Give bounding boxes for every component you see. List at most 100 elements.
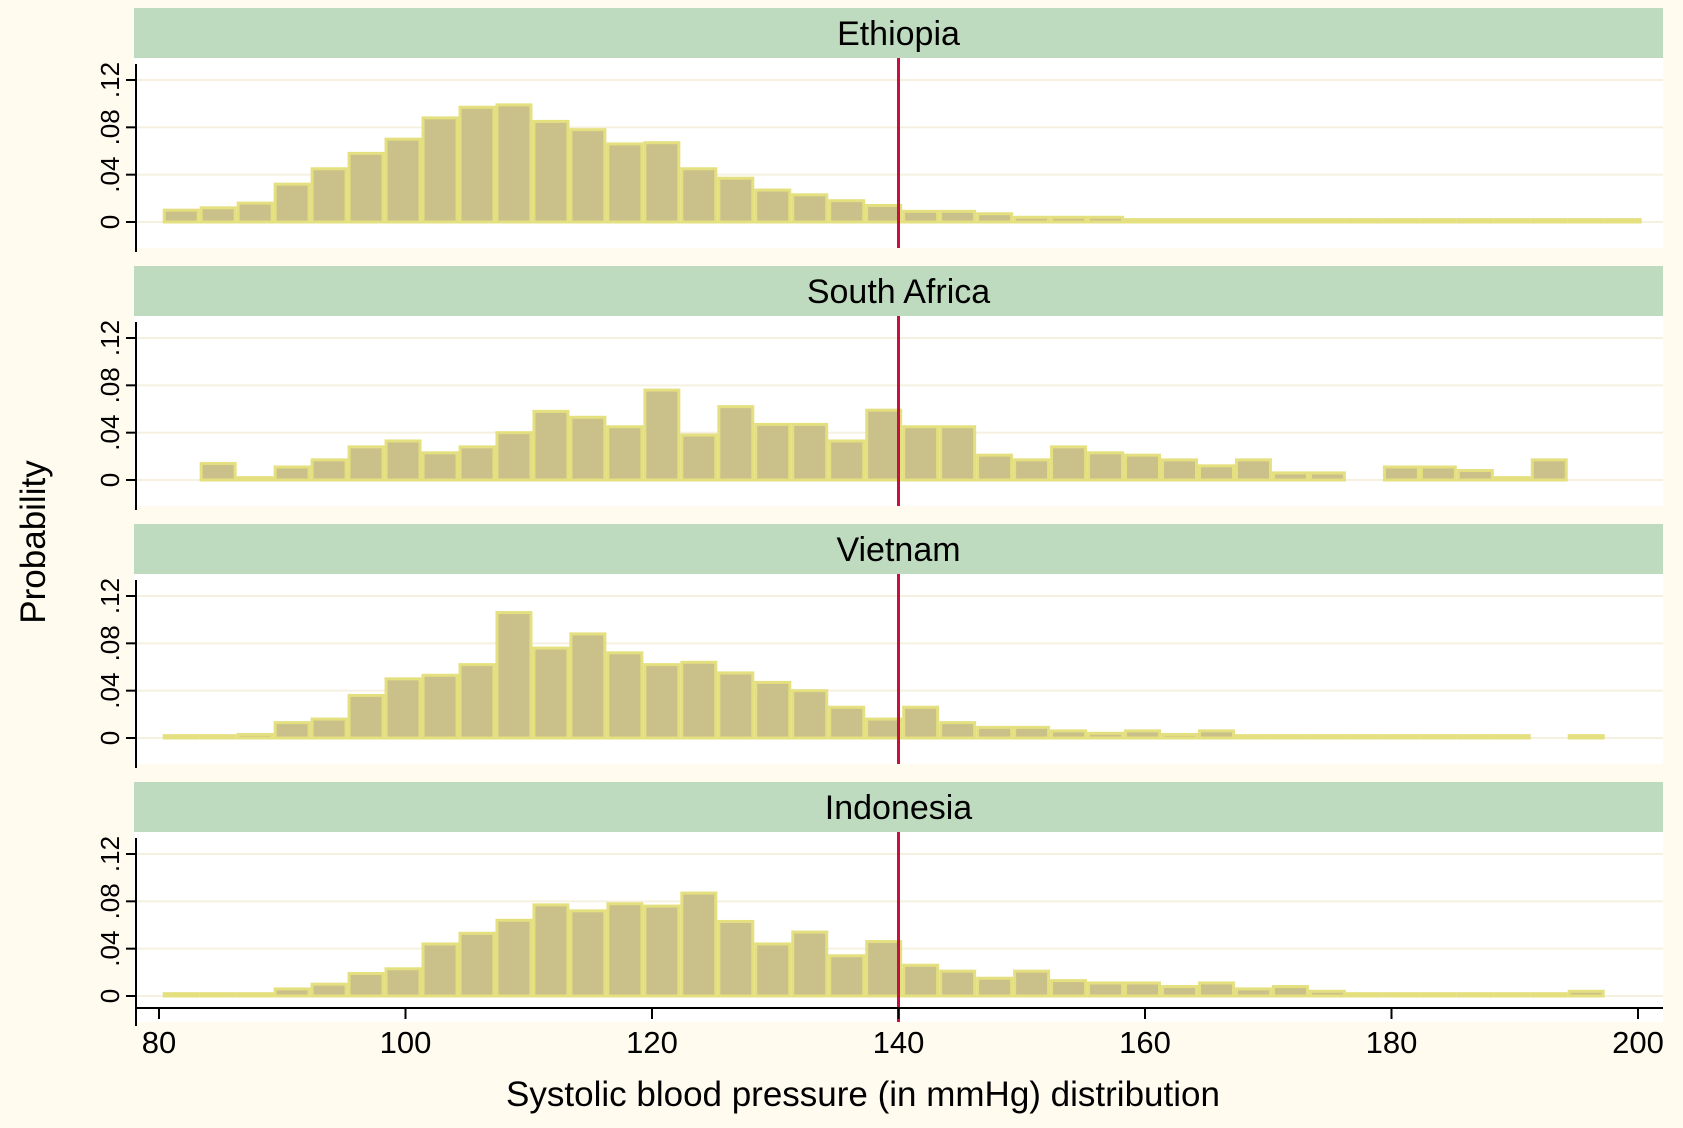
- y-tick-label: .12: [95, 578, 125, 614]
- histogram-bar: [1382, 992, 1420, 998]
- x-axis-title: Systolic blood pressure (in mmHg) distri…: [506, 1075, 1220, 1114]
- histogram-bar: [643, 663, 681, 740]
- panel-title: South Africa: [807, 273, 990, 311]
- x-tick-label: 160: [1119, 1025, 1171, 1060]
- histogram-bar: [1013, 458, 1051, 482]
- histogram-bar: [421, 116, 459, 224]
- panel-strip: [134, 8, 1663, 58]
- histogram-bar: [347, 693, 385, 740]
- histogram-bar: [1604, 218, 1642, 224]
- histogram-bar: [643, 141, 681, 224]
- histogram-bar: [532, 409, 570, 482]
- histogram-bar: [1493, 992, 1531, 998]
- histogram-bar: [1382, 734, 1420, 740]
- histogram-bar: [754, 680, 792, 740]
- histogram-bar: [273, 182, 311, 224]
- histogram-bar: [384, 439, 422, 482]
- histogram-bar: [1493, 476, 1531, 482]
- histogram-bar: [1567, 734, 1605, 740]
- histogram-bar: [1161, 218, 1198, 224]
- histogram-bar: [1124, 729, 1162, 740]
- histogram-bar: [495, 918, 533, 998]
- panel-south-africa: South Africa 0 .04 .08 .12: [95, 266, 1663, 510]
- histogram-bar: [791, 422, 829, 482]
- histogram-bar: [1050, 729, 1088, 740]
- x-tick-label: 180: [1366, 1025, 1418, 1060]
- histogram-bar: [1345, 734, 1383, 740]
- histogram-bar: [421, 451, 459, 482]
- histogram-bar: [421, 942, 459, 998]
- x-tick-label: 200: [1612, 1025, 1664, 1060]
- histogram-bar: [717, 405, 755, 482]
- histogram-bar: [569, 909, 607, 998]
- histogram-bar: [1530, 992, 1568, 998]
- histogram-bar: [532, 903, 570, 998]
- panel-title: Ethiopia: [837, 15, 960, 53]
- histogram-bar: [1530, 458, 1568, 482]
- histogram-bar: [754, 188, 792, 224]
- histogram-bar: [273, 465, 311, 482]
- x-tick-label: 80: [142, 1025, 176, 1060]
- histogram-bar: [643, 388, 681, 482]
- histogram-bar: [828, 199, 866, 224]
- y-tick-label: .12: [95, 320, 125, 356]
- histogram-bar: [1013, 725, 1051, 740]
- histogram-bar: [1271, 985, 1309, 998]
- panel-strip: [134, 266, 1663, 316]
- histogram-bar: [680, 891, 718, 998]
- histogram-bar: [606, 425, 644, 482]
- histogram-bar: [236, 732, 274, 740]
- histogram-bar: [1382, 465, 1420, 482]
- histogram-bar: [1234, 218, 1272, 224]
- histogram-bar: [236, 201, 274, 224]
- histogram-bar: [1382, 218, 1420, 224]
- histogram-bar: [273, 987, 311, 998]
- histogram-bar: [939, 209, 977, 224]
- histogram-bar: [828, 954, 866, 998]
- histogram-bar: [199, 734, 237, 740]
- histogram-bar: [791, 193, 829, 224]
- histogram-bar: [347, 972, 385, 998]
- histogram-bar: [902, 209, 940, 224]
- histogram-bar: [976, 212, 1014, 224]
- histogram-bar: [1050, 979, 1088, 998]
- histogram-bar: [347, 445, 385, 482]
- histogram-bar: [495, 103, 533, 224]
- histogram-bar: [1567, 989, 1605, 998]
- histogram-bar: [939, 969, 977, 998]
- histogram-bar: [1271, 734, 1309, 740]
- y-tick-label: .08: [95, 625, 125, 661]
- histogram-bar: [680, 433, 718, 482]
- histogram-bar: [1456, 992, 1494, 998]
- histogram-bar: [569, 632, 607, 740]
- histogram-bar: [310, 167, 348, 224]
- y-tick-label: .04: [95, 157, 125, 193]
- histogram-bar: [1197, 218, 1235, 224]
- histogram-bar: [162, 734, 200, 740]
- histogram-bar: [1345, 218, 1383, 224]
- y-tick-label: .08: [95, 109, 125, 145]
- histogram-bar: [1419, 992, 1457, 998]
- y-tick-label: .04: [95, 673, 125, 709]
- panel-strip: [134, 782, 1663, 832]
- histogram-bar: [1419, 734, 1457, 740]
- histogram-bar: [791, 689, 829, 740]
- histogram-bar: [828, 705, 866, 740]
- panel-title: Indonesia: [825, 789, 973, 827]
- histogram-bar: [310, 982, 348, 998]
- histogram-bar: [939, 425, 977, 482]
- histogram-bar: [1013, 215, 1051, 224]
- histogram-bar: [1493, 218, 1531, 224]
- histogram-bar: [384, 677, 422, 740]
- histogram-bar: [754, 942, 792, 998]
- histogram-bar: [1050, 215, 1088, 224]
- panel-indonesia: Indonesia 0 .04 .08 .12: [95, 782, 1663, 1026]
- histogram-bar: [273, 721, 311, 740]
- histogram-bar: [532, 646, 570, 740]
- x-tick-label: 140: [873, 1025, 925, 1060]
- histogram-bar: [495, 611, 533, 740]
- histogram-bar: [1234, 734, 1272, 740]
- histogram-bar: [384, 137, 422, 224]
- histogram-bar: [1050, 445, 1088, 482]
- y-tick-label: .04: [95, 415, 125, 451]
